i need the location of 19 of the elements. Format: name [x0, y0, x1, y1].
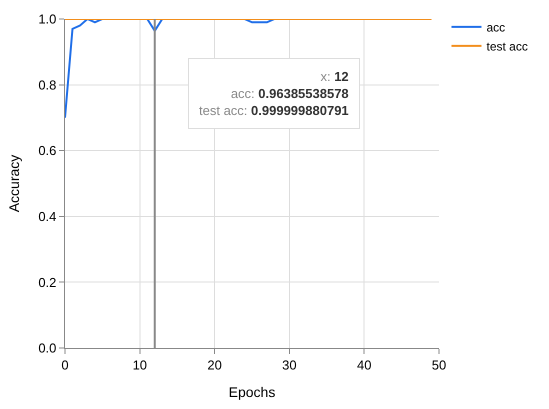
- x-tick-label: 40: [356, 358, 372, 373]
- legend-label: test acc: [486, 40, 528, 54]
- x-axis-title: Epochs: [228, 384, 276, 400]
- y-tick-label: 0.8: [38, 77, 56, 92]
- annotation: test acc: 0.999999880791: [199, 102, 349, 118]
- legend-label: acc: [486, 20, 506, 35]
- x-tick-label: 50: [432, 358, 446, 373]
- x-tick-label: 20: [207, 358, 222, 373]
- x-tick-label: 0: [61, 358, 69, 373]
- y-tick-label: 1.0: [38, 12, 56, 27]
- y-tick-label: 0.2: [38, 274, 56, 290]
- y-axis-title: Accuracy: [6, 154, 22, 212]
- annotation: acc: 0.96385538578: [230, 86, 349, 101]
- y-tick-label: 0.6: [38, 143, 56, 158]
- x-tick-label: 10: [132, 358, 148, 373]
- annotation: x: 12: [320, 69, 349, 84]
- y-tick-label: 0.0: [38, 340, 56, 356]
- y-tick-label: 0.4: [38, 208, 56, 224]
- x-tick-label: 30: [282, 358, 297, 373]
